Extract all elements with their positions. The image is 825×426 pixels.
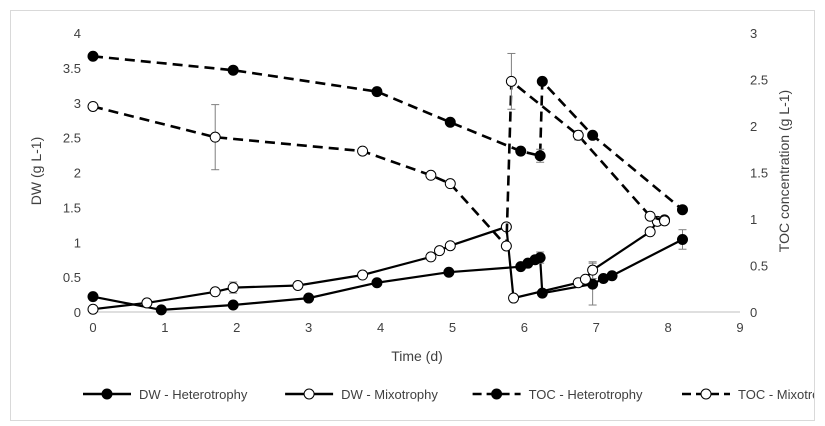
x-axis-title: Time (d) — [391, 348, 443, 364]
y-tick-label: 3.5 — [63, 61, 81, 76]
data-point — [292, 279, 304, 291]
data-point — [357, 145, 369, 157]
y-tick-label: 2.5 — [63, 131, 81, 146]
y-axis-title: DW (g L-1) — [28, 137, 44, 205]
data-point — [505, 75, 517, 87]
data-point — [534, 252, 546, 264]
data-point — [508, 292, 520, 304]
x-tick-label: 3 — [305, 320, 312, 335]
data-point — [676, 204, 688, 216]
data-point — [141, 297, 153, 309]
legend-label: DW - Mixotrophy — [341, 387, 438, 402]
y-tick-label: 1.5 — [63, 200, 81, 215]
x-tick-label: 9 — [736, 320, 743, 335]
legend-swatch-marker — [700, 388, 712, 400]
x-tick-label: 1 — [161, 320, 168, 335]
series-toc-mixotrophy — [87, 52, 671, 252]
data-point — [587, 129, 599, 141]
data-point — [155, 304, 167, 316]
data-point — [534, 150, 546, 162]
data-point — [371, 86, 383, 98]
y2-tick-label: 1 — [750, 212, 757, 227]
x-tick-label: 0 — [89, 320, 96, 335]
y-tick-label: 4 — [74, 26, 81, 41]
data-point — [87, 50, 99, 62]
legend-item: DW - Heterotrophy — [83, 387, 248, 402]
data-point — [644, 226, 656, 238]
series-line — [92, 218, 665, 311]
data-point — [500, 240, 512, 252]
x-tick-label: 4 — [377, 320, 384, 335]
y2-tick-label: 1.5 — [750, 166, 768, 181]
data-point — [606, 270, 618, 282]
data-point — [209, 286, 221, 298]
y2-tick-label: 2.5 — [750, 73, 768, 88]
legend-label: TOC - Heterotrophy — [529, 387, 643, 402]
legend-swatch-marker — [491, 388, 503, 400]
data-point — [443, 266, 455, 278]
y2-tick-label: 0.5 — [750, 259, 768, 274]
data-point — [357, 269, 369, 281]
data-point — [209, 131, 221, 143]
y-tick-label: 3 — [74, 96, 81, 111]
data-point — [434, 245, 446, 257]
data-point — [444, 240, 456, 252]
data-point — [425, 169, 437, 181]
data-point — [579, 273, 591, 285]
y2-axis-tick-labels: 0 0.5 1 1.5 2 2.5 3 — [750, 26, 768, 320]
x-tick-label: 8 — [664, 320, 671, 335]
y2-axis-title: TOC concentration (g L-1) — [776, 90, 792, 252]
plot-area — [87, 50, 688, 316]
legend-item: TOC - Heterotrophy — [472, 387, 643, 402]
y2-tick-label: 3 — [750, 26, 757, 41]
x-tick-label: 5 — [449, 320, 456, 335]
y-tick-label: 1 — [74, 235, 81, 250]
x-tick-label: 7 — [593, 320, 600, 335]
series-line — [92, 78, 665, 250]
series-dw-mixotrophy — [87, 214, 671, 315]
data-point — [676, 233, 688, 245]
data-point — [87, 291, 99, 303]
data-point — [303, 292, 315, 304]
data-point — [87, 100, 99, 112]
legend-swatch-marker — [101, 388, 113, 400]
y2-tick-label: 0 — [750, 305, 757, 320]
chart-frame: 0 0.5 1 1.5 2 2.5 3 3.5 4 0 0.5 1 1.5 2 2.5 3 0 1 2 3 4 5 6 7… — [10, 10, 825, 421]
legend-label: TOC - Mixotrophy — [738, 387, 814, 402]
data-point — [87, 303, 99, 315]
data-point — [425, 251, 437, 263]
data-point — [659, 215, 671, 227]
data-point — [515, 145, 527, 157]
legend-item: TOC - Mixotrophy — [682, 387, 825, 402]
x-tick-label: 6 — [521, 320, 528, 335]
data-point — [444, 178, 456, 190]
data-point — [644, 210, 656, 222]
series-toc-heterotrophy — [87, 50, 688, 216]
data-point — [371, 277, 383, 289]
y-axis-tick-labels: 0 0.5 1 1.5 2 2.5 3 3.5 4 — [63, 26, 81, 320]
data-point — [572, 129, 584, 141]
x-tick-label: 2 — [233, 320, 240, 335]
y2-tick-label: 2 — [750, 119, 757, 134]
legend-swatch-marker — [303, 388, 315, 400]
data-point — [227, 64, 239, 76]
data-point — [536, 75, 548, 87]
data-point — [587, 264, 599, 276]
legend: DW - Heterotrophy DW - Mixotrophy TOC - He… — [83, 387, 825, 402]
x-axis-tick-labels: 0 1 2 3 4 5 6 7 8 9 — [89, 320, 743, 335]
data-point — [227, 282, 239, 294]
y-tick-label: 2 — [74, 166, 81, 181]
legend-label: DW - Heterotrophy — [139, 387, 248, 402]
y-tick-label: 0 — [74, 305, 81, 320]
y-tick-label: 0.5 — [63, 270, 81, 285]
data-point — [444, 116, 456, 128]
dw-toc-line-chart: 0 0.5 1 1.5 2 2.5 3 3.5 4 0 0.5 1 1.5 2 2.5 3 0 1 2 3 4 5 6 7… — [28, 26, 825, 402]
data-point — [227, 299, 239, 311]
legend-item: DW - Mixotrophy — [285, 387, 438, 402]
